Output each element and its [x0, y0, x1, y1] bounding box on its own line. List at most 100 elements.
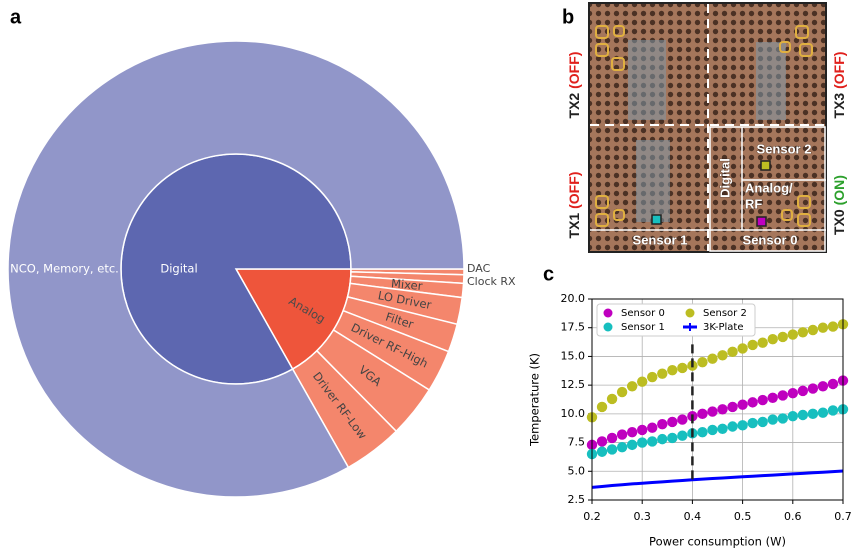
x-tick-label: 0.7 [834, 510, 852, 523]
data-point [757, 337, 768, 348]
data-point [817, 322, 829, 333]
data-point [647, 436, 658, 447]
data-point [647, 422, 658, 433]
data-point [717, 404, 728, 415]
data-point [667, 432, 678, 444]
data-point [747, 397, 758, 408]
legend-label: Sensor 1 [621, 322, 665, 333]
data-point [637, 424, 648, 436]
segment-label: DAC [467, 262, 491, 275]
data-point [727, 401, 738, 413]
legend-swatch [685, 308, 695, 318]
x-tick-label: 0.6 [784, 510, 802, 523]
data-point [747, 417, 758, 429]
segment-label: Mixer [391, 276, 424, 293]
data-point [657, 418, 668, 430]
data-point [616, 386, 628, 398]
data-point [677, 362, 688, 374]
data-point [827, 405, 839, 416]
data-point [596, 401, 608, 413]
data-point [737, 420, 748, 431]
data-point [787, 387, 798, 399]
transmitter-name: TX1 [566, 213, 582, 239]
data-point [767, 334, 778, 345]
data-point [697, 427, 708, 438]
data-point [707, 424, 718, 436]
sensor-label: Sensor 0 [743, 232, 798, 247]
plot-frame [591, 298, 844, 501]
legend-label: Sensor 0 [621, 308, 665, 319]
data-point [807, 408, 819, 420]
data-point [657, 368, 668, 379]
transmitter-name: TX2 [566, 93, 582, 119]
y-axis-label: Temperature (K) [528, 353, 542, 447]
data-point [757, 394, 768, 406]
y-tick-label: 12.5 [561, 378, 586, 391]
data-point [827, 321, 839, 332]
segment-label: NCO, Memory, etc. [10, 262, 119, 276]
data-point [797, 409, 809, 421]
data-point [707, 353, 718, 364]
data-point [777, 413, 788, 424]
legend-swatch [603, 322, 613, 332]
transmitter-label: TX1 (OFF) [566, 172, 582, 239]
data-point [616, 429, 628, 440]
data-point [807, 324, 819, 336]
data-point [817, 381, 829, 392]
data-point [667, 365, 678, 376]
y-tick-label: 10.0 [561, 407, 586, 420]
data-point [807, 383, 819, 394]
data-point [677, 430, 688, 441]
data-point [737, 343, 748, 354]
data-point [757, 416, 768, 428]
data-point [606, 432, 618, 444]
data-point [667, 416, 678, 428]
data-point [727, 346, 738, 358]
transmitter-label: TX3 (OFF) [831, 52, 847, 119]
data-point [827, 378, 839, 390]
outer-wedge [7, 40, 465, 498]
segment-label: Digital [160, 262, 197, 276]
data-point [637, 376, 648, 387]
data-point [657, 433, 668, 445]
data-point [797, 385, 809, 397]
data-point [747, 339, 758, 351]
sensor-label: Sensor 1 [633, 232, 688, 247]
data-point [787, 329, 798, 340]
transmitter-name: TX0 [831, 209, 847, 235]
region-label: RF [745, 196, 762, 211]
x-tick-label: 0.2 [583, 510, 601, 523]
data-point [767, 414, 778, 425]
transmitter-state: (OFF) [831, 52, 847, 89]
data-point [626, 381, 638, 392]
data-point [626, 439, 638, 451]
x-axis-label: Power consumption (W) [649, 535, 786, 549]
data-point [777, 331, 788, 343]
data-point [717, 423, 728, 434]
data-point [767, 392, 778, 403]
data-point [787, 410, 798, 422]
y-tick-label: 17.5 [561, 321, 586, 334]
data-line [591, 469, 844, 489]
data-point [647, 371, 658, 383]
sensor-label: Sensor 2 [757, 141, 812, 156]
panel-label: a [10, 6, 22, 28]
panel-label: b [562, 6, 574, 28]
data-point [616, 441, 628, 453]
data-point [626, 427, 638, 438]
panel-label: c [543, 263, 554, 285]
x-tick-label: 0.3 [633, 510, 651, 523]
y-tick-label: 2.5 [568, 493, 586, 506]
transmitter-state: (ON) [831, 175, 847, 205]
data-point [737, 399, 748, 410]
transmitter-label: TX2 (OFF) [566, 52, 582, 119]
legend-box [596, 303, 756, 337]
region-label: Digital [717, 158, 732, 198]
y-tick-label: 5.0 [568, 464, 586, 477]
transmitter-state: (OFF) [566, 172, 582, 209]
y-tick-label: 7.5 [568, 436, 586, 449]
chip-photo [588, 2, 827, 253]
segment-label: Clock RX [467, 275, 516, 288]
